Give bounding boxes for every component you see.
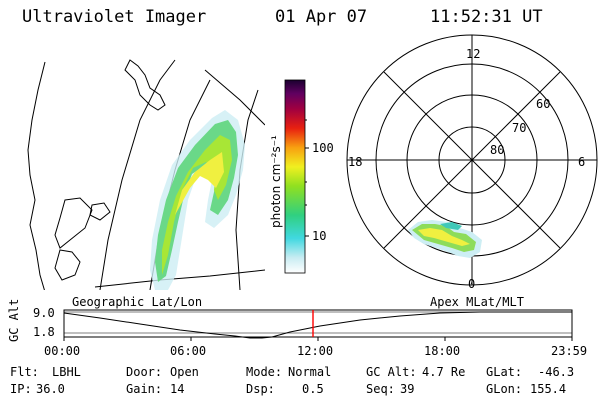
polar-mlt-6: 6 — [578, 155, 586, 169]
colorbar-units-label: photon cm⁻²s⁻¹ — [269, 135, 283, 228]
info-glon-value: 155.4 — [530, 382, 567, 396]
polar-lat-60: 60 — [536, 97, 551, 111]
timeline-xtick-0600: 06:00 — [170, 344, 207, 358]
info-gain-key: Gain: — [126, 382, 163, 396]
time-label: 11:52:31 UT — [430, 7, 543, 27]
polar-mlt-0: 0 — [468, 277, 476, 291]
polar-lat-80: 80 — [490, 143, 505, 157]
colorbar — [284, 79, 309, 274]
info-gcalt-key: GC Alt: — [366, 365, 417, 379]
polar-mlt-12: 12 — [466, 47, 481, 61]
timeline-plot — [63, 309, 573, 341]
aurora-map-emission — [150, 110, 245, 290]
info-gcalt-value: 4.7 Re — [422, 365, 466, 379]
polar-plot — [346, 34, 598, 286]
timeline-ytick-9: 9.0 — [33, 306, 55, 320]
info-glat-value: -46.3 — [538, 365, 575, 379]
info-gain-value: 14 — [170, 382, 185, 396]
timeline-right-label: Apex MLat/MLT — [430, 295, 524, 309]
timeline-xtick-0000: 00:00 — [44, 344, 81, 358]
info-flt-key: Flt: — [10, 365, 39, 379]
info-door-key: Door: — [126, 365, 163, 379]
colorbar-tick-10: 10 — [312, 229, 327, 243]
timeline-axis-title: GC Alt — [7, 298, 21, 342]
info-glat-key: GLat: — [486, 365, 523, 379]
info-mode-key: Mode: — [246, 365, 283, 379]
colorbar-tick-100: 100 — [312, 141, 334, 155]
info-dsp-key: Dsp: — [246, 382, 275, 396]
info-glon-key: GLon: — [486, 382, 523, 396]
polar-mlt-18: 18 — [348, 155, 363, 169]
info-seq-key: Seq: — [366, 382, 395, 396]
info-seq-value: 39 — [400, 382, 415, 396]
date-label: 01 Apr 07 — [275, 7, 368, 27]
timeline-ytick-1-8: 1.8 — [33, 325, 55, 339]
info-dsp-value: 0.5 — [302, 382, 324, 396]
timeline-xtick-1200: 12:00 — [297, 344, 334, 358]
info-door-value: Open — [170, 365, 199, 379]
timeline-xtick-1800: 18:00 — [424, 344, 461, 358]
info-ip-value: 36.0 — [36, 382, 65, 396]
polar-lat-70: 70 — [512, 121, 527, 135]
aurora-polar-emission — [408, 220, 482, 258]
info-mode-value: Normal — [288, 365, 332, 379]
info-ip-key: IP: — [10, 382, 32, 396]
app-title: Ultraviolet Imager — [22, 7, 207, 27]
timeline-xtick-2359: 23:59 — [551, 344, 588, 358]
timeline-left-label: Geographic Lat/Lon — [72, 295, 203, 309]
info-flt-value: LBHL — [52, 365, 81, 379]
